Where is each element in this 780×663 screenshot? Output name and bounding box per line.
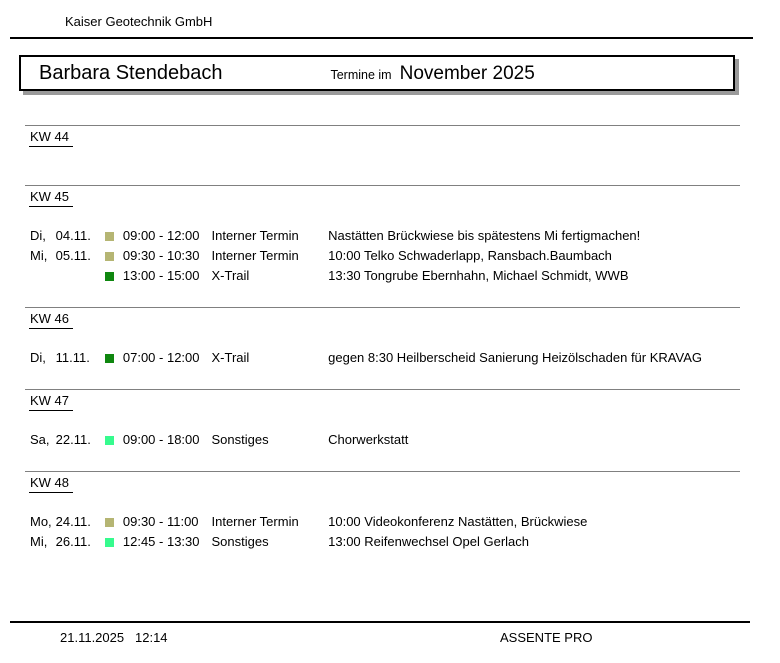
section-body: Di, 11.11. 07:00 - 12:00 X-Trail gegen 8… bbox=[0, 348, 780, 368]
kw-section-divider bbox=[25, 307, 740, 308]
kw-section: KW 45 Di, 04.11. 09:00 - 12:00 Interner … bbox=[0, 185, 780, 286]
header-divider bbox=[10, 37, 753, 39]
appointment-date: 04.11. bbox=[55, 228, 91, 243]
footer-divider bbox=[10, 621, 750, 623]
appointment-description: 10:00 Videokonferenz Nastätten, Brückwie… bbox=[328, 514, 588, 529]
appointment-category: X-Trail bbox=[211, 268, 250, 283]
appointment-date: 24.11. bbox=[55, 514, 91, 529]
kw-section-divider bbox=[25, 471, 740, 472]
footer-app-name: ASSENTE PRO bbox=[500, 630, 593, 645]
appointment-date: 26.11. bbox=[55, 534, 91, 549]
appointment-description: 13:00 Reifenwechsel Opel Gerlach bbox=[328, 534, 530, 549]
category-color-swatch bbox=[105, 272, 115, 281]
appointment-category: X-Trail bbox=[211, 350, 250, 365]
appointment-row: Mi, 26.11. 12:45 - 13:30 Sonstiges 13:00… bbox=[0, 532, 780, 552]
appointment-date: 05.11. bbox=[55, 248, 91, 263]
category-color-swatch bbox=[105, 232, 115, 241]
footer-print-time: 12:14 bbox=[135, 630, 168, 645]
appointment-description: gegen 8:30 Heilberscheid Sanierung Heizö… bbox=[328, 350, 702, 365]
appointment-row: Sa, 22.11. 09:00 - 18:00 Sonstiges Chorw… bbox=[0, 430, 780, 450]
appointment-category: Interner Termin bbox=[211, 248, 299, 263]
appointment-day: Di, bbox=[30, 350, 46, 365]
title-month: November 2025 bbox=[399, 63, 535, 84]
company-name: Kaiser Geotechnik GmbH bbox=[65, 14, 213, 29]
kw-section: KW 47 Sa, 22.11. 09:00 - 18:00 Sonstiges… bbox=[0, 389, 780, 450]
section-body: Mo, 24.11. 09:30 - 11:00 Interner Termin… bbox=[0, 512, 780, 552]
appointment-category: Sonstiges bbox=[211, 534, 269, 549]
appointment-category: Interner Termin bbox=[211, 228, 299, 243]
appointment-date: 22.11. bbox=[55, 432, 91, 447]
appointment-time: 09:30 - 10:30 bbox=[122, 248, 200, 263]
appointment-row: Di, 11.11. 07:00 - 12:00 X-Trail gegen 8… bbox=[0, 348, 780, 368]
category-color-swatch bbox=[105, 436, 115, 445]
title-box: Barbara Stendebach Termine im November 2… bbox=[19, 55, 735, 91]
category-color-swatch bbox=[105, 354, 115, 363]
appointment-time: 09:30 - 11:00 bbox=[122, 514, 199, 529]
appointment-row: Mo, 24.11. 09:30 - 11:00 Interner Termin… bbox=[0, 512, 780, 532]
appointment-row: Di, 04.11. 09:00 - 12:00 Interner Termin… bbox=[0, 226, 780, 246]
appointment-time: 09:00 - 18:00 bbox=[122, 432, 200, 447]
appointment-date: 11.11. bbox=[55, 350, 90, 365]
appointment-day: Mi, bbox=[30, 534, 48, 549]
kw-label: KW 45 bbox=[29, 189, 74, 207]
appointment-category: Sonstiges bbox=[211, 432, 269, 447]
kw-label: KW 48 bbox=[29, 475, 74, 493]
appointment-day: Sa, bbox=[30, 432, 50, 447]
appointment-row: Mi, 05.11. 09:30 - 10:30 Interner Termin… bbox=[0, 246, 780, 266]
kw-section-divider bbox=[25, 125, 740, 126]
section-body: Sa, 22.11. 09:00 - 18:00 Sonstiges Chorw… bbox=[0, 430, 780, 450]
appointment-day: Di, bbox=[30, 228, 46, 243]
footer-print-date: 21.11.2025 bbox=[60, 630, 125, 645]
category-color-swatch bbox=[105, 518, 115, 527]
appointment-description: Chorwerkstatt bbox=[328, 432, 409, 447]
category-color-swatch bbox=[105, 252, 115, 261]
appointment-description: 13:30 Tongrube Ebernhahn, Michael Schmid… bbox=[328, 268, 629, 283]
kw-section: KW 44 bbox=[0, 125, 780, 147]
appointment-time: 13:00 - 15:00 bbox=[122, 268, 200, 283]
kw-label: KW 46 bbox=[29, 311, 74, 329]
title-prefix: Termine im bbox=[330, 68, 392, 82]
appointment-time: 09:00 - 12:00 bbox=[122, 228, 200, 243]
kw-label: KW 44 bbox=[29, 129, 74, 147]
appointment-time: 12:45 - 13:30 bbox=[122, 534, 200, 549]
section-body: Di, 04.11. 09:00 - 12:00 Interner Termin… bbox=[0, 226, 780, 286]
appointment-row: 13:00 - 15:00 X-Trail 13:30 Tongrube Ebe… bbox=[0, 266, 780, 286]
appointment-time: 07:00 - 12:00 bbox=[122, 350, 200, 365]
kw-label: KW 47 bbox=[29, 393, 74, 411]
kw-section: KW 48 Mo, 24.11. 09:30 - 11:00 Interner … bbox=[0, 471, 780, 552]
category-color-swatch bbox=[105, 538, 115, 547]
kw-section-divider bbox=[25, 185, 740, 186]
kw-section-divider bbox=[25, 389, 740, 390]
appointment-description: 10:00 Telko Schwaderlapp, Ransbach.Baumb… bbox=[328, 248, 612, 263]
appointment-day: Mo, bbox=[30, 514, 52, 529]
appointment-description: Nastätten Brückwiese bis spätestens Mi f… bbox=[328, 228, 641, 243]
sections: KW 44 KW 45 Di, 04.11. 09:00 - 12:00 Int… bbox=[0, 118, 780, 573]
person-name: Barbara Stendebach bbox=[39, 62, 223, 84]
kw-section: KW 46 Di, 11.11. 07:00 - 12:00 X-Trail g… bbox=[0, 307, 780, 368]
appointment-day: Mi, bbox=[30, 248, 48, 263]
appointment-category: Interner Termin bbox=[211, 514, 299, 529]
